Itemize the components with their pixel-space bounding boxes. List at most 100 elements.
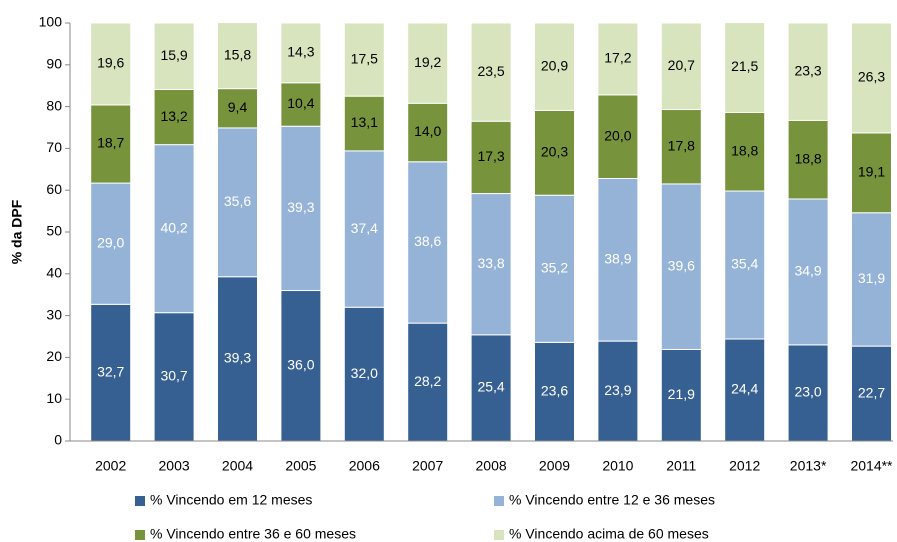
data-label: 23,3	[794, 62, 821, 78]
data-label: 19,2	[414, 54, 441, 70]
bar-segment	[217, 88, 258, 129]
bar-segment	[343, 95, 385, 152]
data-label: 39,6	[668, 257, 695, 273]
bar-segment	[787, 22, 829, 121]
bar-segment	[153, 144, 195, 314]
data-label: 19,6	[97, 55, 124, 71]
data-label: 17,5	[351, 50, 378, 66]
bar-segment	[280, 125, 322, 292]
bar-segment	[660, 183, 702, 350]
bar-segment	[153, 22, 195, 90]
data-label: 14,0	[414, 123, 441, 139]
data-label: 20,3	[541, 143, 568, 159]
y-tick-label: 80	[46, 97, 62, 113]
data-label: 39,3	[287, 199, 314, 215]
y-tick-label: 20	[46, 348, 62, 364]
data-label: 18,8	[731, 142, 758, 158]
data-label: 19,1	[858, 164, 885, 180]
bar-segment	[534, 194, 575, 343]
bar-segment	[660, 22, 702, 111]
bar-segment	[343, 22, 385, 97]
bar-segment	[90, 303, 132, 442]
data-label: 23,5	[477, 63, 504, 79]
data-label: 29,0	[97, 234, 124, 250]
x-tick-label: 2005	[285, 458, 316, 474]
bar-segment	[407, 102, 449, 163]
data-label: 13,1	[351, 114, 378, 130]
y-tick-label: 60	[46, 181, 62, 197]
x-tick-label: 2007	[412, 458, 443, 474]
x-tick-label: 2004	[222, 458, 253, 474]
data-label: 38,6	[414, 233, 441, 249]
bar-segment	[787, 198, 829, 346]
bar-segment	[660, 348, 702, 442]
bar-segment	[470, 120, 512, 195]
y-tick-label: 40	[46, 265, 62, 281]
y-tick-label: 30	[46, 306, 62, 322]
data-label: 32,0	[351, 365, 378, 381]
legend-swatch	[135, 496, 145, 506]
data-label: 37,4	[351, 220, 378, 236]
x-tick-label: 2008	[476, 458, 507, 474]
legend-label: % Vincendo entre 36 e 60 meses	[150, 526, 356, 542]
y-axis-label: % da DPF	[9, 199, 25, 264]
bar-segment	[724, 22, 766, 113]
data-label: 30,7	[160, 368, 187, 384]
legend-swatch	[494, 496, 504, 506]
data-label: 32,7	[97, 363, 124, 379]
y-tick-label: 50	[46, 223, 62, 239]
data-label: 22,7	[858, 384, 885, 400]
data-label: 14,3	[287, 44, 314, 60]
bar-segment	[153, 88, 195, 146]
y-tick-label: 90	[46, 56, 62, 72]
data-label: 20,9	[541, 57, 568, 73]
bar-segment	[660, 109, 702, 185]
legend-label: % Vincendo acima de 60 meses	[509, 526, 709, 542]
bar-segment	[534, 22, 575, 111]
data-label: 13,2	[160, 108, 187, 124]
data-label: 34,9	[794, 263, 821, 279]
data-label: 31,9	[858, 270, 885, 286]
data-label: 20,0	[604, 127, 631, 143]
bar-segment	[407, 161, 449, 324]
bar-segment	[851, 22, 892, 134]
data-label: 18,7	[97, 135, 124, 151]
bar-segment	[851, 345, 892, 442]
bar-segment	[724, 190, 766, 340]
data-label: 35,2	[541, 259, 568, 275]
bar-segment	[407, 22, 449, 104]
bar-segment	[90, 22, 132, 106]
legend-label: % Vincendo entre 12 e 36 meses	[509, 492, 715, 508]
data-label: 18,8	[794, 150, 821, 166]
data-label: 17,2	[604, 50, 631, 66]
bar-segment	[470, 22, 512, 122]
bar-segment	[343, 306, 385, 442]
data-label: 23,6	[541, 382, 568, 398]
data-label: 36,0	[287, 356, 314, 372]
bar-segment	[724, 111, 766, 192]
y-tick-label: 70	[46, 139, 62, 155]
data-label: 38,9	[604, 251, 631, 267]
bar-segment	[280, 22, 322, 84]
data-label: 15,9	[160, 47, 187, 63]
bar-segment	[787, 119, 829, 200]
data-label: 21,9	[668, 386, 695, 402]
bar-segment	[470, 334, 512, 442]
data-label: 9,4	[228, 99, 248, 115]
bar-segment	[470, 193, 512, 336]
legend-label: % Vincendo em 12 meses	[150, 492, 312, 508]
data-label: 35,4	[731, 256, 758, 272]
data-label: 26,3	[858, 69, 885, 85]
bar-segment	[787, 344, 829, 442]
bar-segment	[597, 177, 639, 342]
x-tick-label: 2009	[539, 458, 570, 474]
x-tick-label: 2003	[159, 458, 190, 474]
x-tick-label: 2013*	[790, 458, 827, 474]
data-label: 39,3	[224, 350, 251, 366]
y-tick-label: 10	[46, 390, 62, 406]
data-label: 21,5	[731, 58, 758, 74]
data-label: 17,8	[668, 137, 695, 153]
data-label: 20,7	[668, 57, 695, 73]
legend-swatch	[135, 530, 145, 540]
